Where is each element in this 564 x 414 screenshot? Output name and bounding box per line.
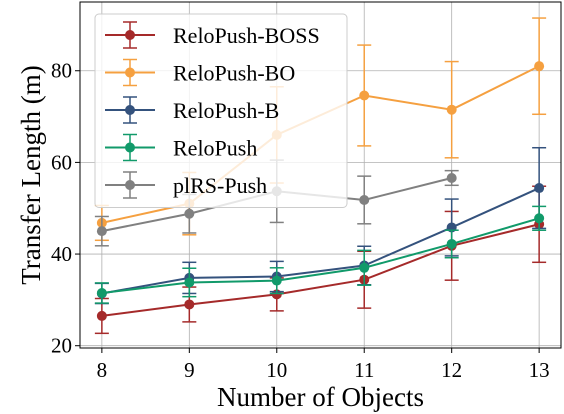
legend-label: ReloPush-BOSS <box>173 23 320 48</box>
data-point <box>534 61 545 72</box>
legend-frame <box>94 13 348 208</box>
data-point <box>359 194 370 205</box>
x-tick-label: 9 <box>184 358 195 382</box>
legend-item: ReloPush-BO <box>105 58 295 87</box>
series <box>94 205 547 304</box>
x-tick-label: 13 <box>529 358 550 382</box>
legend-label: ReloPush-BO <box>173 61 295 86</box>
series <box>94 185 547 335</box>
legend-marker <box>125 142 135 153</box>
data-point <box>446 104 457 115</box>
legend-label: plRS-Push <box>173 173 267 198</box>
legend-marker <box>125 180 135 190</box>
x-axis-label: Number of Objects <box>217 382 424 412</box>
data-point <box>184 208 195 219</box>
legend: ReloPush-BOSS ReloPush-BO ReloPush-B ReloPu… <box>94 13 348 208</box>
data-point <box>534 183 545 194</box>
x-tick-label: 11 <box>354 358 374 382</box>
legend-marker <box>125 67 135 78</box>
axis-ticks: 8 9 10 11 12 13 20 40 60 80 <box>51 59 550 382</box>
x-tick-label: 8 <box>97 358 108 382</box>
y-tick-label: 60 <box>51 150 72 174</box>
legend-item: plRS-Push <box>105 171 267 199</box>
legend-label: ReloPush <box>173 136 257 161</box>
series-line <box>101 217 540 294</box>
data-point <box>534 213 545 224</box>
series-layer <box>94 17 547 335</box>
legend-item: ReloPush-B <box>105 96 279 124</box>
x-tick-label: 10 <box>266 358 287 382</box>
legend-item: ReloPush <box>105 133 257 162</box>
plot-frame <box>79 1 562 349</box>
data-point <box>96 226 107 237</box>
legend-marker <box>125 30 135 40</box>
y-tick-label: 40 <box>51 242 72 266</box>
data-point <box>359 90 370 101</box>
y-axis-label: Transfer Length (m) <box>16 65 46 284</box>
data-point <box>446 172 457 183</box>
data-point <box>184 299 195 310</box>
data-point <box>359 262 370 273</box>
legend-item: ReloPush-BOSS <box>105 21 320 49</box>
data-point <box>96 310 107 321</box>
data-point <box>184 277 195 288</box>
series-line <box>101 223 540 317</box>
series-line <box>101 187 540 295</box>
legend-marker <box>125 105 135 115</box>
x-tick-label: 12 <box>441 358 462 382</box>
y-tick-label: 80 <box>51 59 72 83</box>
data-point <box>271 275 282 286</box>
y-tick-label: 20 <box>51 334 72 358</box>
data-point <box>96 288 107 299</box>
legend-label: ReloPush-B <box>173 98 279 123</box>
data-point <box>446 238 457 249</box>
